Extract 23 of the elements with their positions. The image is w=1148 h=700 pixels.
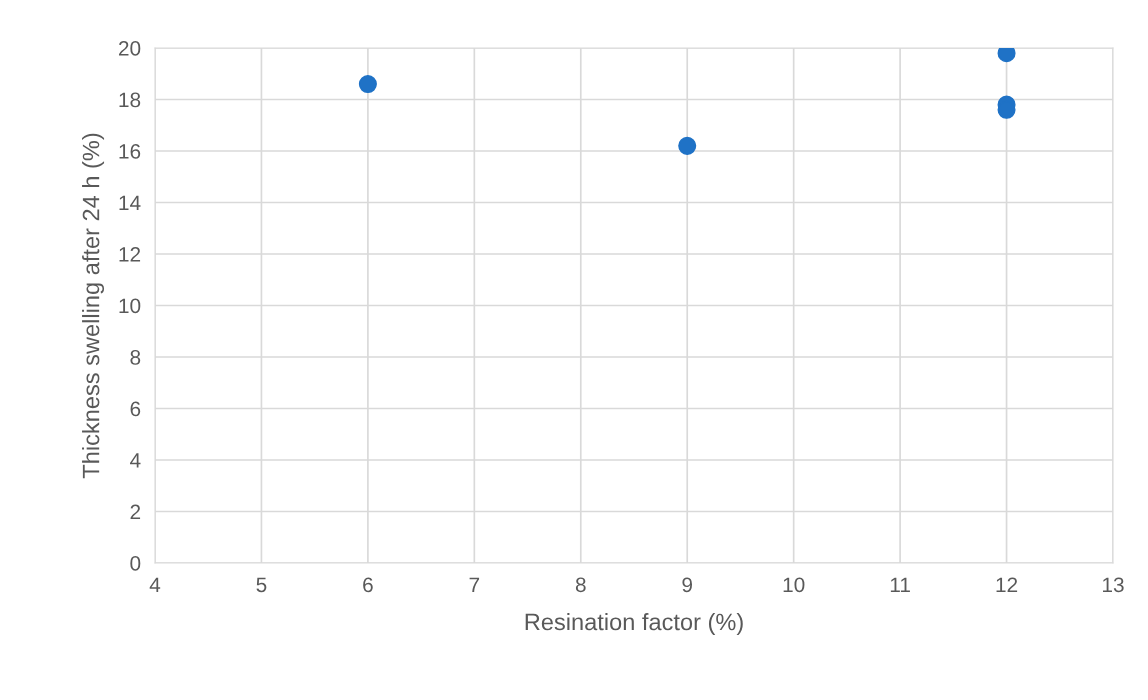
x-tick-label: 11: [890, 577, 910, 592]
x-tick-label: 6: [363, 577, 373, 593]
x-tick-label: 7: [469, 577, 480, 592]
y-tick-label: 10: [119, 298, 141, 314]
x-tick-label: 10: [783, 577, 805, 593]
x-tick-label: 5: [256, 577, 267, 593]
x-tick-label: 9: [682, 577, 693, 593]
y-tick-label: 8: [130, 350, 141, 365]
y-tick-label: 14: [119, 195, 141, 211]
x-tick-label: 8: [575, 577, 586, 593]
y-tick-label: 2: [130, 504, 141, 520]
y-tick-label: 6: [130, 401, 141, 417]
y-tick-label: 12: [119, 247, 141, 262]
x-tick-label: 4: [149, 577, 161, 592]
y-axis-title: Thickness swelling after 24 h (%): [82, 133, 105, 479]
y-tick-label: 20: [118, 41, 141, 56]
x-axis-title: Resination factor (%): [525, 612, 743, 635]
x-tick-label: 12: [996, 577, 1018, 592]
y-tick-label: 16: [119, 144, 141, 159]
y-tick-label: 4: [130, 453, 141, 468]
y-tick-label: 0: [130, 556, 141, 571]
y-tick-label: 18: [119, 92, 141, 108]
x-tick-label: 13: [1103, 577, 1124, 593]
